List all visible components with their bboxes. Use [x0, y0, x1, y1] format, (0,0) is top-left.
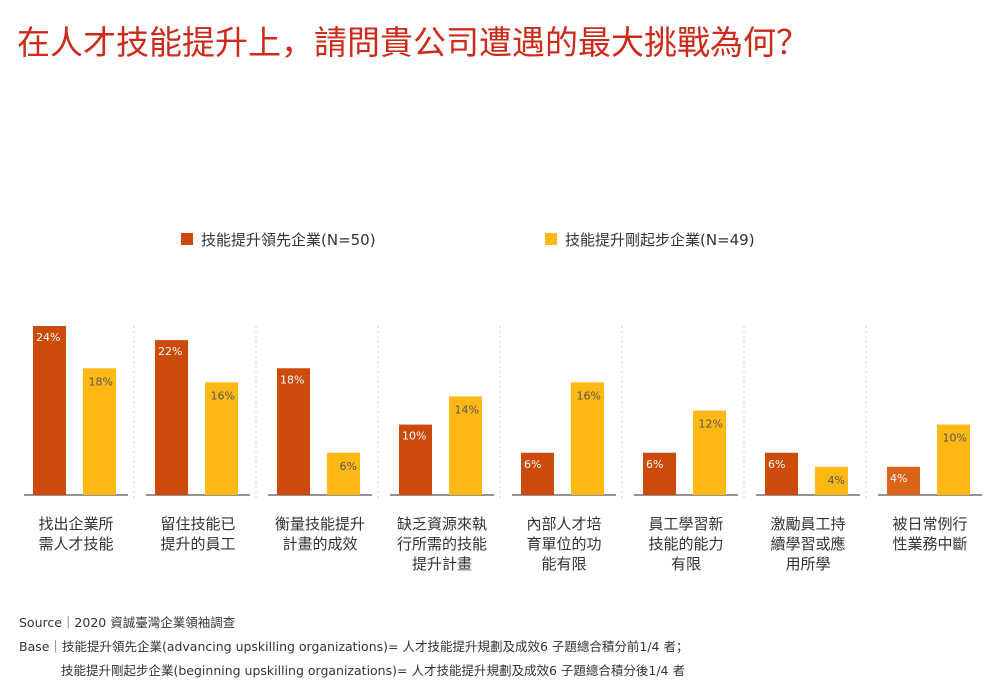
- data-label-beginning: 14%: [455, 403, 479, 416]
- bar-leading: [155, 340, 188, 495]
- data-label-beginning: 10%: [943, 432, 967, 445]
- data-label-leading: 18%: [280, 373, 304, 386]
- legend-label-leading: 技能提升領先企業(N=50): [201, 231, 376, 249]
- bar-leading: [521, 452, 554, 495]
- bar-leading: [33, 326, 66, 495]
- category-label: 育單位的功: [526, 535, 601, 553]
- data-label-leading: 6%: [768, 458, 785, 471]
- category-label: 激勵員工持: [770, 515, 845, 533]
- category-label: 提升的員工: [160, 535, 235, 553]
- bar-leading: [277, 368, 310, 495]
- bar-leading: [643, 452, 676, 495]
- category-label: 留住技能已: [160, 515, 235, 533]
- source-note: Source｜2020 資誠臺灣企業領袖調查: [19, 615, 236, 630]
- data-label-leading: 6%: [646, 458, 663, 471]
- category-label: 缺乏資源來執: [397, 515, 487, 533]
- data-label-beginning: 6%: [340, 460, 357, 473]
- category-label: 續學習或應: [770, 535, 845, 553]
- bar-beginning: [571, 382, 604, 495]
- category-label: 性業務中斷: [892, 535, 967, 553]
- bar-beginning: [449, 396, 482, 495]
- legend: 技能提升領先企業(N=50) 技能提升剛起步企業(N=49): [181, 231, 755, 249]
- bar-beginning: [205, 382, 238, 495]
- bar-leading: [887, 466, 920, 495]
- data-label-leading: 10%: [402, 430, 426, 443]
- legend-swatch-leading: [181, 233, 193, 245]
- bar-leading: [765, 452, 798, 495]
- category-label: 員工學習新: [648, 515, 723, 533]
- data-label-leading: 6%: [524, 458, 541, 471]
- category-label: 用所學: [785, 555, 830, 573]
- category-label: 計畫的成效: [282, 535, 357, 553]
- category-label: 技能的能力: [648, 535, 723, 553]
- category-label: 找出企業所: [38, 515, 113, 533]
- base-note-beginning: 技能提升剛起步企業(beginning upskilling organizat…: [61, 663, 685, 678]
- category-label: 需人才技能: [38, 535, 113, 553]
- data-label-leading: 22%: [158, 345, 182, 358]
- bar-leading: [399, 424, 432, 495]
- legend-swatch-beginning: [545, 233, 557, 245]
- category-label: 提升計畫: [412, 555, 472, 573]
- data-label-beginning: 16%: [577, 389, 601, 402]
- category-label: 衡量技能提升: [275, 515, 365, 533]
- data-label-beginning: 12%: [699, 418, 723, 431]
- legend-label-beginning: 技能提升剛起步企業(N=49): [565, 231, 755, 249]
- bar-beginning: [937, 424, 970, 495]
- category-label: 有限: [671, 555, 701, 573]
- data-label-leading: 24%: [36, 331, 60, 344]
- bar-beginning: [83, 368, 116, 495]
- base-note-leading: Base｜技能提升領先企業(advancing upskilling organ…: [19, 639, 689, 654]
- category-label: 被日常例行: [892, 515, 967, 533]
- data-label-beginning: 18%: [89, 375, 113, 388]
- bar-beginning: [693, 410, 726, 495]
- category-label: 內部人才培: [526, 515, 601, 533]
- data-label-beginning: 16%: [211, 389, 235, 402]
- category-label: 行所需的技能: [397, 535, 487, 553]
- chart-title: 在人才技能提升上，請問貴公司遭遇的最大挑戰為何？: [17, 23, 809, 62]
- bar-beginning: [327, 452, 360, 495]
- category-label: 能有限: [541, 555, 586, 573]
- data-label-beginning: 4%: [828, 474, 845, 487]
- bar-beginning: [815, 466, 848, 495]
- data-label-leading: 4%: [890, 472, 907, 485]
